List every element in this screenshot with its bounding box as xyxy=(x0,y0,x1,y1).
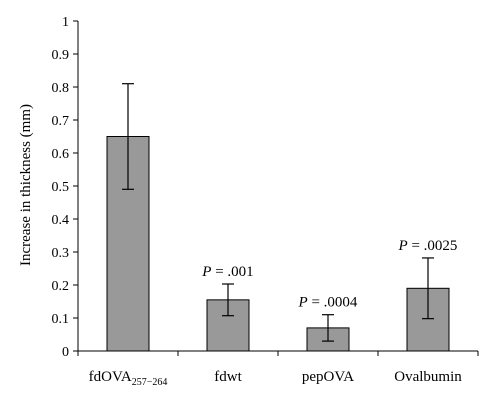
y-tick-label: 0.8 xyxy=(52,81,70,96)
bars xyxy=(106,136,450,352)
p-symbol: P xyxy=(298,295,308,311)
y-tick-label: 0.2 xyxy=(52,279,70,294)
p-value-text: = .001 xyxy=(211,264,253,280)
p-value-annotation: P = .001 xyxy=(201,264,253,280)
category-label-main: Ovalbumin xyxy=(394,369,462,385)
y-tick-label: 0.7 xyxy=(52,114,70,129)
y-tick-label: 0.9 xyxy=(52,48,70,63)
category-label-main: fdwt xyxy=(214,369,242,385)
y-tick-label: 0.4 xyxy=(52,213,70,228)
y-axis: 0 0.1 0.2 0.3 0.4 0.5 0.6 0.7 0.8 0.9 1 xyxy=(52,15,79,360)
p-symbol: P xyxy=(201,264,211,280)
p-value-annotation: P = .0025 xyxy=(398,238,458,254)
category-label: fdOVA257−264 xyxy=(89,369,168,388)
p-symbol: P xyxy=(398,238,408,254)
category-label: fdwt xyxy=(214,369,242,385)
y-tick-label: 0 xyxy=(62,345,69,360)
error-bars xyxy=(122,83,434,342)
category-labels: fdOVA257−264 fdwt pepOVA Ovalbumin xyxy=(89,369,463,388)
y-axis-title: Increase in thickness (mm) xyxy=(18,104,34,266)
y-tick-label: 0.1 xyxy=(52,312,70,327)
p-value-text: = .0004 xyxy=(308,295,358,311)
p-value-text: = .0025 xyxy=(408,238,458,254)
y-tick-label: 0.3 xyxy=(52,246,70,261)
y-tick-label: 0.5 xyxy=(52,180,70,195)
category-label-main: fdOVA xyxy=(89,369,132,385)
x-axis xyxy=(77,350,479,356)
p-value-annotation: P = .0004 xyxy=(298,295,358,311)
category-label-subscript: 257−264 xyxy=(132,377,168,388)
y-tick-label: 0.6 xyxy=(52,147,70,162)
category-label: pepOVA xyxy=(302,369,354,385)
category-label: Ovalbumin xyxy=(394,369,462,385)
y-tick-label: 1 xyxy=(62,15,69,30)
category-label-main: pepOVA xyxy=(302,369,354,385)
